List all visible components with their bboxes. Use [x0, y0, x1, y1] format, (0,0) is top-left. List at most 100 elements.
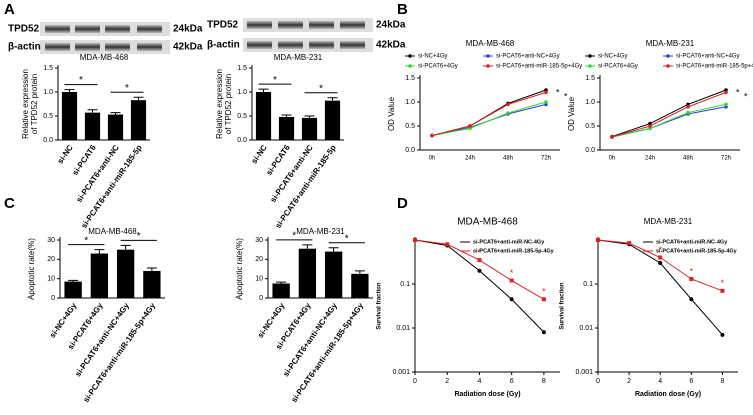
y-axis-label: Apoptotic rate(%)	[27, 238, 36, 300]
bar	[84, 112, 101, 140]
y-tick-label: 0.5	[237, 113, 247, 120]
y-tick-label: 1.5	[585, 75, 595, 82]
x-axis-label: Radiation dose (Gy)	[454, 391, 520, 398]
sig-star: *	[478, 247, 482, 257]
y-tick-label: 0.5	[585, 123, 595, 130]
x-axis-label: Radiation dose (Gy)	[635, 391, 701, 398]
legend-swatch	[408, 54, 412, 58]
series-line	[611, 91, 727, 138]
x-tick-label: 0h	[429, 156, 436, 162]
point	[509, 278, 514, 283]
error-bar	[327, 97, 338, 101]
y-axis-label: OD Value	[567, 96, 576, 131]
error-bar	[110, 112, 121, 115]
error-bar	[258, 88, 269, 92]
point	[544, 90, 548, 95]
legend-label: si-NC+4Gy	[598, 54, 628, 60]
point	[724, 102, 728, 107]
y-tick-label: 0.001	[392, 369, 410, 376]
error-bar	[68, 279, 79, 282]
point	[720, 332, 725, 337]
chart-title: MDA-MB-231	[644, 217, 693, 226]
y-tick-label: 0.0	[237, 137, 247, 144]
error-bar	[120, 244, 131, 250]
blot-label: TPD52	[207, 20, 239, 31]
y-tick-label: 1.5	[237, 65, 247, 72]
y-tick-label: 0	[51, 295, 55, 302]
point	[544, 100, 548, 104]
bar	[324, 251, 343, 298]
legend-label: si-PCAT6+anti-NC+4Gy	[676, 54, 740, 60]
bar	[324, 100, 341, 140]
sig-star: *	[564, 92, 568, 102]
y-tick-label: 1.0	[237, 89, 247, 96]
x-tick-label: 6	[510, 378, 514, 385]
bar	[255, 92, 272, 140]
x-tick-label: 2	[627, 378, 631, 385]
series-line	[431, 101, 547, 137]
error-bar	[302, 244, 313, 249]
point	[541, 330, 546, 335]
legend-swatch	[588, 64, 592, 68]
chart-title: MDA-MB-468	[466, 39, 515, 48]
y-tick-label: 0.01	[396, 325, 410, 332]
x-tick-label: si-NC	[56, 143, 75, 165]
y-tick-label: 1.5	[43, 65, 53, 72]
error-bar	[354, 270, 365, 274]
x-tick-label: 2	[445, 378, 449, 385]
sig-star: *	[542, 287, 546, 297]
bar	[107, 114, 124, 140]
y-tick-label: 1.0	[405, 99, 415, 106]
series-line	[611, 89, 727, 138]
point	[686, 110, 690, 115]
point	[724, 90, 728, 95]
point	[648, 124, 652, 128]
y-tick-label: 30	[255, 237, 263, 244]
point	[477, 258, 482, 263]
point	[509, 297, 514, 302]
panel-label: D	[397, 195, 408, 212]
panel-label: C	[4, 195, 15, 212]
point	[445, 242, 450, 247]
x-tick-label: 0h	[609, 156, 616, 162]
y-tick-label: 10	[47, 276, 55, 283]
point	[506, 111, 510, 115]
y-axis-label: OD Value	[387, 96, 396, 131]
y-tick-label: 0.0	[585, 147, 595, 154]
blot-size: 24kDa	[173, 24, 203, 35]
legend-label: si-PCAT6+4Gy	[418, 64, 458, 70]
sig-star: *	[736, 88, 740, 98]
chart-title: MDA-MB-468	[80, 53, 129, 62]
legend-label: si-PCAT6+anti-NC+4Gy	[496, 54, 560, 60]
blot-size: 42kDa	[173, 42, 203, 53]
y-tick-label: 20	[47, 256, 55, 263]
chart-title: MDA-MB-231	[646, 39, 695, 48]
bar	[61, 92, 78, 140]
point	[468, 124, 472, 128]
bar	[301, 117, 318, 140]
sig-star: *	[510, 268, 514, 278]
legend-swatch	[408, 64, 412, 68]
point	[430, 133, 434, 138]
y-tick-label: 0.0	[405, 147, 415, 154]
x-tick-label: 0	[596, 378, 600, 385]
error-bar	[64, 89, 75, 92]
sig-star: *	[658, 245, 662, 255]
sig-star: *	[721, 278, 725, 288]
bar	[278, 116, 295, 140]
sig-star: *	[273, 75, 277, 86]
y-axis-label: Relative expression	[21, 69, 30, 139]
error-bar	[304, 115, 315, 118]
blot-label: TPD52	[8, 24, 40, 35]
y-tick-label: 1.5	[405, 75, 415, 82]
point	[720, 288, 725, 293]
error-bar	[133, 96, 144, 101]
x-tick-label: 48h	[683, 156, 693, 162]
sig-star: *	[84, 235, 88, 246]
bar	[351, 273, 369, 298]
y-axis-label: of TPD52 protein	[224, 74, 233, 134]
error-bar	[328, 247, 339, 252]
x-tick-label: 72h	[721, 156, 731, 162]
y-tick-label: 1.0	[585, 99, 595, 106]
